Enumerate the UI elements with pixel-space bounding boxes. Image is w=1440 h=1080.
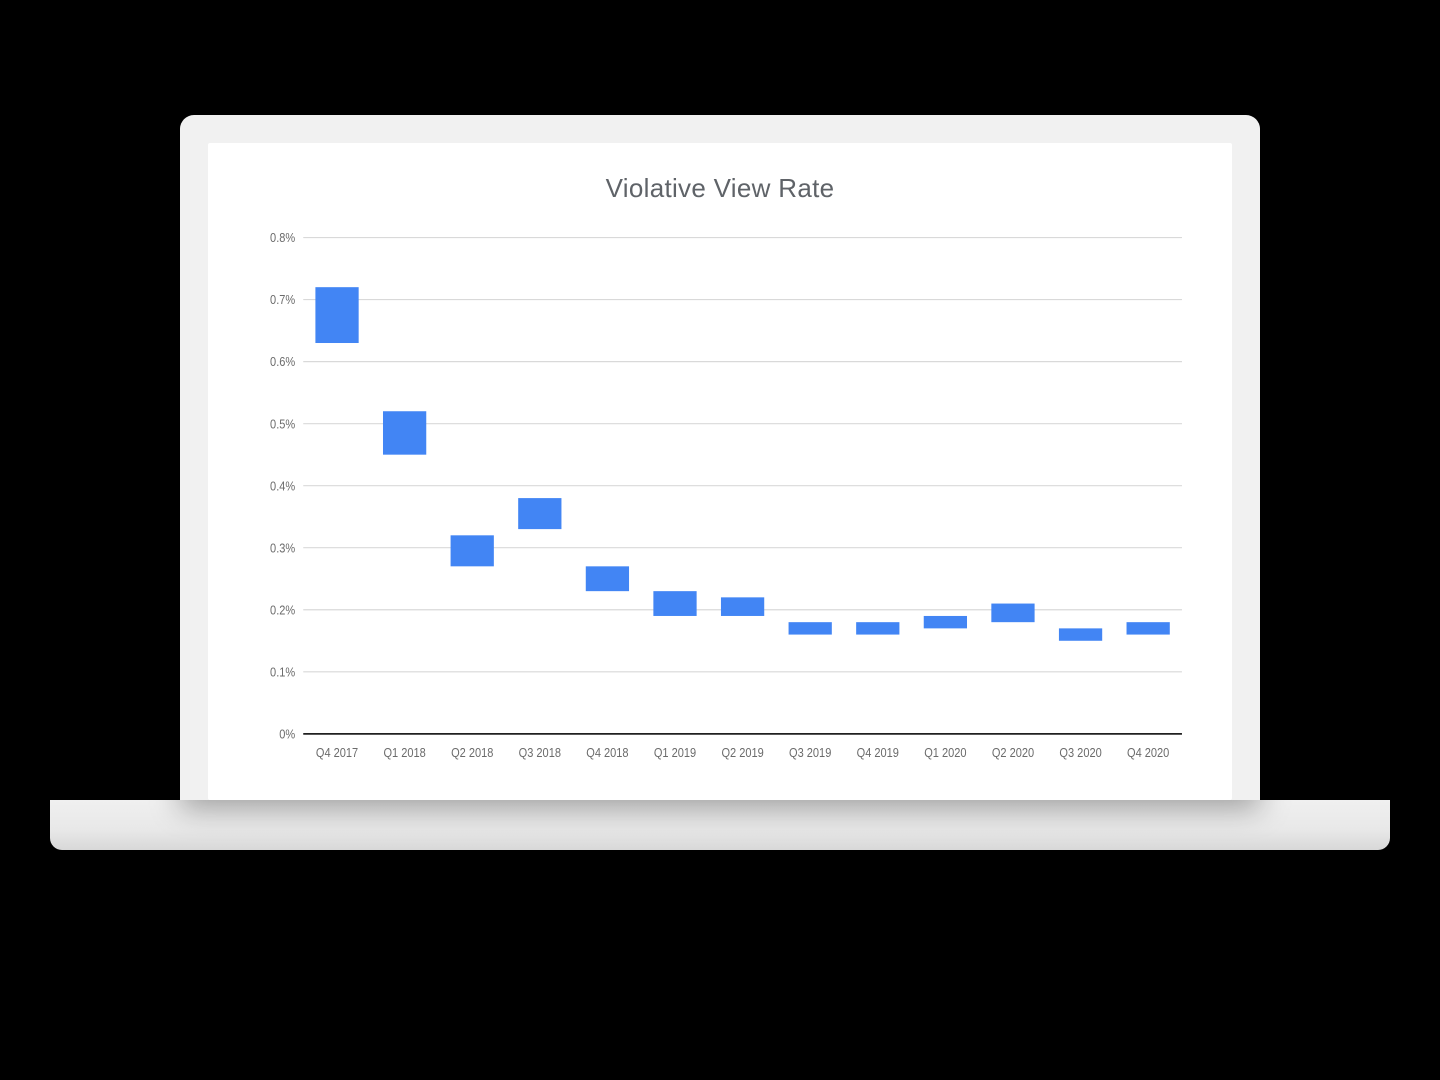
svg-text:Q1 2018: Q1 2018 <box>383 745 426 760</box>
laptop-screen: Violative View Rate 0% 0.1% 0.2% 0.3% 0.4% 0.… <box>208 143 1232 800</box>
svg-text:0.5%: 0.5% <box>270 417 296 432</box>
x-tick: Q1 2019 <box>654 745 697 760</box>
svg-text:0.4%: 0.4% <box>270 479 296 494</box>
svg-text:Q4 2018: Q4 2018 <box>586 745 629 760</box>
bar <box>721 597 764 616</box>
laptop-base <box>50 800 1390 850</box>
bar <box>653 591 696 616</box>
bar <box>1127 622 1170 634</box>
x-ticks-layer: Q4 2017 Q1 2018 Q2 2018 Q3 2018 Q4 2018 Q1 20… <box>316 745 1170 760</box>
laptop-bezel: Violative View Rate 0% 0.1% 0.2% 0.3% 0.4% 0.… <box>180 115 1260 800</box>
y-tick: 0.2% <box>270 603 296 618</box>
chart-svg: 0% 0.1% 0.2% 0.3% 0.4% 0.5% 0.6% 0.7% 0.8% Q4 20… <box>248 226 1192 780</box>
x-tick: Q2 2019 <box>721 745 764 760</box>
x-tick: Q3 2019 <box>789 745 832 760</box>
svg-text:0.6%: 0.6% <box>270 354 296 369</box>
y-tick: 0.5% <box>270 417 296 432</box>
y-tick: 0% <box>279 727 295 742</box>
svg-text:Q4 2019: Q4 2019 <box>857 745 900 760</box>
y-tick: 0.8% <box>270 230 296 245</box>
stage: Violative View Rate 0% 0.1% 0.2% 0.3% 0.4% 0.… <box>0 0 1440 1080</box>
bar <box>518 498 561 529</box>
svg-text:Q1 2020: Q1 2020 <box>924 745 967 760</box>
y-tick: 0.4% <box>270 479 296 494</box>
svg-text:Q3 2018: Q3 2018 <box>519 745 562 760</box>
chart-area: 0% 0.1% 0.2% 0.3% 0.4% 0.5% 0.6% 0.7% 0.8% Q4 20… <box>248 226 1192 780</box>
bars-layer <box>315 287 1169 641</box>
svg-text:Q1 2019: Q1 2019 <box>654 745 697 760</box>
y-ticks-layer: 0% 0.1% 0.2% 0.3% 0.4% 0.5% 0.6% 0.7% 0.8% <box>270 230 296 741</box>
x-tick: Q2 2018 <box>451 745 494 760</box>
bar <box>789 622 832 634</box>
svg-text:Q2 2019: Q2 2019 <box>721 745 764 760</box>
x-tick: Q4 2019 <box>857 745 900 760</box>
y-tick: 0.7% <box>270 292 296 307</box>
x-tick: Q1 2018 <box>383 745 426 760</box>
bar <box>383 411 426 454</box>
svg-text:0.3%: 0.3% <box>270 541 296 556</box>
x-tick: Q2 2020 <box>992 745 1035 760</box>
x-tick: Q3 2020 <box>1059 745 1102 760</box>
chart-title: Violative View Rate <box>248 173 1192 204</box>
bar <box>924 616 967 628</box>
y-tick: 0.3% <box>270 541 296 556</box>
x-tick: Q3 2018 <box>519 745 562 760</box>
svg-text:0.8%: 0.8% <box>270 230 296 245</box>
svg-text:Q3 2019: Q3 2019 <box>789 745 832 760</box>
y-tick: 0.1% <box>270 665 296 680</box>
bar <box>586 566 629 591</box>
svg-text:0.7%: 0.7% <box>270 292 296 307</box>
bar <box>451 535 494 566</box>
bar <box>856 622 899 634</box>
svg-text:Q2 2020: Q2 2020 <box>992 745 1035 760</box>
svg-text:0.1%: 0.1% <box>270 665 296 680</box>
x-tick: Q4 2017 <box>316 745 358 760</box>
svg-text:0.2%: 0.2% <box>270 603 296 618</box>
bar <box>315 287 358 343</box>
y-tick: 0.6% <box>270 354 296 369</box>
bar <box>1059 628 1102 640</box>
svg-text:Q4 2017: Q4 2017 <box>316 745 358 760</box>
bar <box>991 604 1034 623</box>
svg-text:Q2 2018: Q2 2018 <box>451 745 494 760</box>
x-tick: Q4 2020 <box>1127 745 1170 760</box>
x-tick: Q1 2020 <box>924 745 967 760</box>
svg-text:Q3 2020: Q3 2020 <box>1059 745 1102 760</box>
x-tick: Q4 2018 <box>586 745 629 760</box>
svg-text:Q4 2020: Q4 2020 <box>1127 745 1170 760</box>
svg-text:0%: 0% <box>279 727 295 742</box>
